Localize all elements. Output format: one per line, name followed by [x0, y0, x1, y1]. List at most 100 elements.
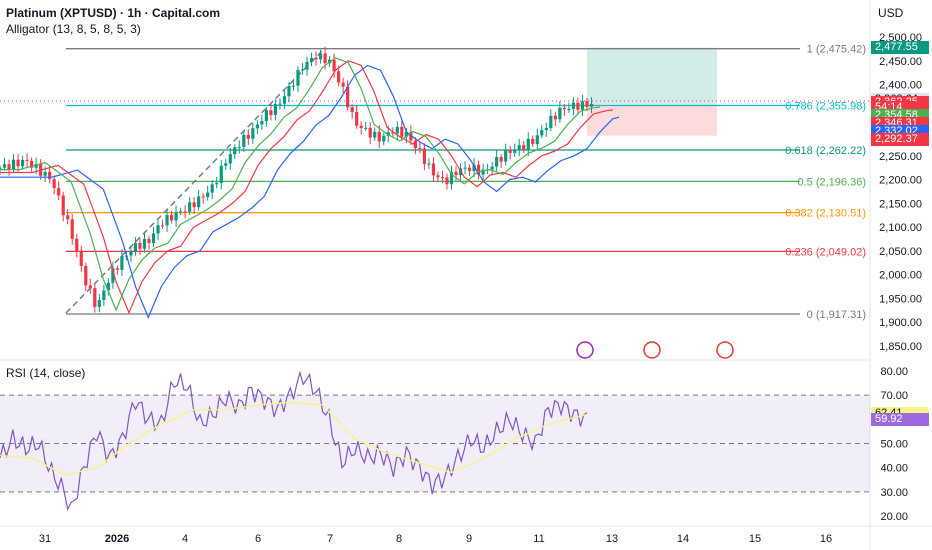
candle-body: [287, 85, 291, 97]
rsi-tick: 40.00: [880, 463, 908, 475]
price-tick: 2,200.00: [879, 175, 922, 187]
candle-body: [382, 135, 386, 142]
rsi-tick: 80.00: [880, 366, 908, 378]
candle-body: [540, 129, 544, 136]
candle-body: [318, 53, 323, 60]
candle-body: [219, 165, 223, 184]
candle-body: [106, 282, 110, 291]
candle-body: [93, 288, 97, 307]
price-tick: 2,400.00: [879, 80, 922, 92]
time-tick: 7: [327, 533, 333, 545]
candle-body: [373, 131, 377, 138]
time-tick: 16: [820, 533, 832, 545]
profit-zone: [587, 47, 717, 105]
candle-body: [558, 107, 562, 120]
candle-body: [359, 125, 363, 128]
candle-body: [7, 164, 11, 170]
candle-body: [522, 145, 526, 150]
candle-body: [138, 242, 142, 249]
candle-body: [151, 233, 156, 244]
candle-body: [508, 150, 512, 153]
candle-body: [102, 290, 106, 301]
candle-body: [201, 196, 205, 198]
time-tick: 8: [396, 533, 402, 545]
price-tag: 2,477.55: [871, 41, 929, 55]
candle-body: [531, 138, 535, 144]
candle-body: [413, 140, 417, 149]
alligator-teeth: [0, 60, 613, 315]
candle-body: [395, 126, 399, 134]
candle-body: [377, 131, 381, 142]
candle-body: [562, 107, 566, 110]
candle-body: [264, 110, 268, 122]
symbol-title[interactable]: Platinum (XPTUSD) · 1h · Capital.com: [6, 6, 221, 20]
candle-body: [499, 157, 503, 162]
candle-body: [174, 212, 178, 221]
candle-body: [16, 159, 20, 167]
candle-body: [535, 135, 539, 144]
candle-body: [296, 69, 300, 86]
price-tick: 1,900.00: [879, 317, 922, 329]
candle-body: [454, 171, 458, 176]
rsi-tick: 30.00: [880, 487, 908, 499]
candle-body: [61, 195, 65, 216]
candle-body: [246, 134, 250, 139]
candle-body: [97, 300, 101, 307]
candle-body: [79, 252, 83, 266]
candle-body: [332, 59, 336, 72]
price-tag: 2,292.37: [871, 133, 929, 147]
candle-body: [183, 211, 187, 213]
time-tick: 11: [533, 533, 544, 545]
price-tick: 1,850.00: [879, 341, 922, 353]
rsi-line: [0, 370, 588, 512]
time-tick: 31: [39, 533, 51, 545]
price-tick: 2,250.00: [879, 151, 922, 163]
candle-body: [513, 149, 517, 153]
candle-body: [206, 192, 210, 197]
loss-zone: [587, 104, 717, 136]
candle-body: [549, 115, 553, 129]
candle-body: [133, 242, 138, 252]
candle-body: [440, 177, 445, 179]
candle-body: [260, 121, 264, 125]
fib-label: 0.5 (2,196.36): [798, 176, 867, 188]
candle-body: [147, 238, 151, 244]
candle-body: [368, 127, 372, 138]
candle-body: [553, 115, 557, 120]
candle-body: [495, 157, 499, 167]
candle-body: [242, 134, 246, 147]
candle-body: [237, 146, 241, 148]
candle-body: [404, 131, 408, 137]
chart-title: Platinum (XPTUSD) · 1h · Capital.com All…: [6, 5, 220, 37]
lightning-event-icon: [576, 341, 594, 359]
candle-body: [490, 166, 494, 170]
fib-label: 1 (2,475.42): [807, 44, 866, 56]
alligator-jaw: [0, 64, 620, 320]
time-tick: 14: [677, 533, 689, 545]
candle-body: [269, 110, 273, 115]
alligator-lips: [0, 57, 600, 312]
fib-label: 0 (1,917.31): [807, 309, 866, 321]
candle-body: [585, 101, 589, 107]
candle-body: [580, 101, 585, 110]
fib-label: 0.618 (2,262.22): [785, 145, 866, 157]
price-tick: 2,050.00: [879, 246, 922, 258]
candle-body: [169, 214, 174, 221]
candle-body: [409, 131, 413, 141]
time-tick: 9: [466, 533, 472, 545]
candle-body: [57, 187, 61, 196]
currency-label[interactable]: USD: [878, 6, 904, 20]
price-tick: 2,150.00: [879, 198, 922, 210]
candle-body: [291, 85, 296, 87]
fib-label: 0.786 (2,355.98): [785, 100, 866, 112]
indicator-label[interactable]: Alligator (13, 8, 5, 8, 5, 3): [6, 22, 141, 36]
candle-body: [517, 145, 521, 150]
candle-body: [120, 255, 124, 270]
candle-body: [115, 268, 119, 270]
candle-body: [436, 175, 440, 178]
candle-body: [215, 183, 219, 185]
candle-body: [224, 163, 228, 166]
candle-body: [449, 171, 454, 185]
rsi-label[interactable]: RSI (14, close): [6, 366, 86, 380]
